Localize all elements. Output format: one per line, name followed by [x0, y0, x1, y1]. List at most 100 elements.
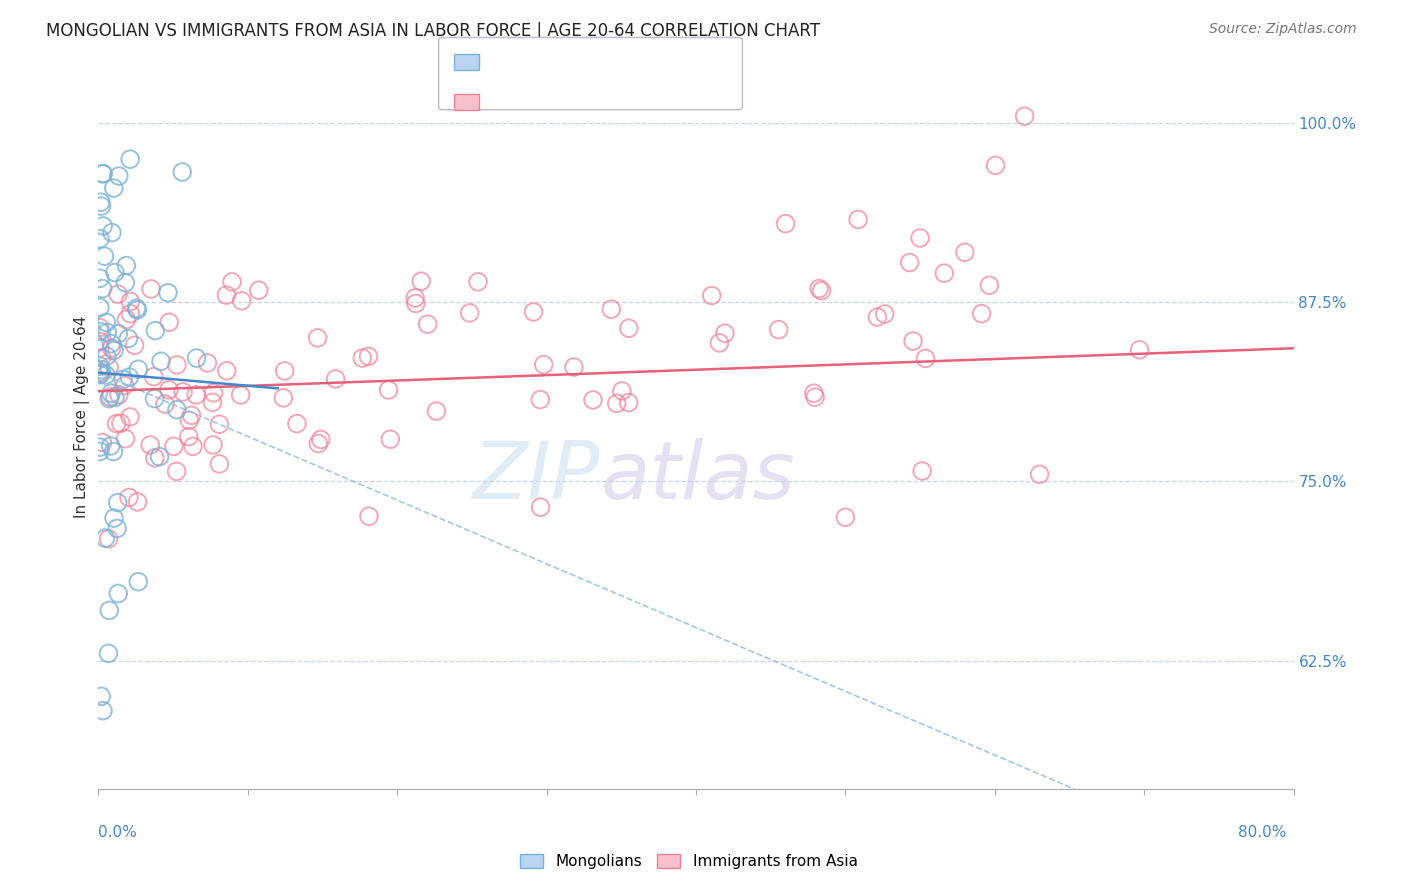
- Point: [98, 603, 121, 617]
- Point: [166, 402, 188, 417]
- Point: [458, 306, 481, 320]
- Point: [143, 450, 166, 465]
- Point: [377, 383, 399, 397]
- Point: [405, 296, 427, 310]
- Point: [803, 386, 825, 401]
- Point: [97, 532, 120, 546]
- Point: [89, 368, 111, 382]
- Point: [307, 436, 329, 450]
- Point: [273, 391, 295, 405]
- Point: [89, 365, 111, 379]
- Point: [89, 301, 111, 315]
- Point: [89, 359, 111, 374]
- Point: [908, 231, 931, 245]
- Point: [846, 212, 869, 227]
- Point: [562, 359, 585, 374]
- Point: [100, 341, 122, 355]
- Point: [914, 351, 936, 366]
- Point: [90, 362, 112, 376]
- Point: [91, 219, 114, 233]
- Point: [866, 310, 889, 324]
- Point: [157, 383, 180, 397]
- Point: [90, 690, 112, 704]
- Point: [202, 385, 225, 400]
- Point: [104, 266, 127, 280]
- Point: [89, 440, 111, 454]
- Point: [166, 464, 188, 478]
- Point: [617, 321, 640, 335]
- Point: [94, 368, 117, 382]
- Point: [110, 416, 132, 430]
- Point: [357, 350, 380, 364]
- Point: [533, 358, 555, 372]
- Point: [467, 275, 489, 289]
- Text: R = -0.087  N =  60: R = -0.087 N = 60: [488, 54, 661, 70]
- Legend: Mongolians, Immigrants from Asia: Mongolians, Immigrants from Asia: [515, 847, 863, 875]
- Point: [120, 409, 142, 424]
- Point: [208, 457, 231, 471]
- Text: MONGOLIAN VS IMMIGRANTS FROM ASIA IN LABOR FORCE | AGE 20-64 CORRELATION CHART: MONGOLIAN VS IMMIGRANTS FROM ASIA IN LAB…: [46, 22, 820, 40]
- Point: [163, 439, 186, 453]
- Point: [352, 351, 374, 365]
- Text: 80.0%: 80.0%: [1239, 825, 1286, 840]
- Point: [96, 315, 118, 329]
- Point: [325, 372, 347, 386]
- Point: [89, 334, 111, 349]
- Point: [404, 291, 426, 305]
- Text: atlas: atlas: [600, 438, 796, 516]
- Point: [953, 245, 976, 260]
- Point: [127, 302, 149, 317]
- Point: [179, 413, 201, 427]
- Point: [111, 372, 134, 386]
- Point: [107, 586, 129, 600]
- Point: [208, 417, 231, 432]
- Point: [91, 167, 114, 181]
- Point: [610, 384, 633, 398]
- Point: [979, 278, 1001, 293]
- Point: [184, 388, 207, 402]
- Point: [901, 334, 924, 348]
- Point: [416, 317, 439, 331]
- Point: [700, 288, 723, 302]
- Point: [115, 312, 138, 326]
- Point: [768, 323, 790, 337]
- Point: [90, 199, 112, 213]
- Point: [307, 331, 329, 345]
- Point: [97, 646, 120, 660]
- Point: [103, 444, 125, 458]
- Point: [107, 287, 129, 301]
- Point: [89, 341, 111, 355]
- Point: [582, 392, 605, 407]
- Point: [103, 511, 125, 525]
- Point: [197, 356, 219, 370]
- Point: [118, 491, 141, 505]
- Point: [90, 367, 112, 381]
- Point: [91, 167, 114, 181]
- Point: [425, 404, 447, 418]
- Point: [411, 274, 433, 288]
- Point: [125, 301, 148, 316]
- Point: [181, 439, 204, 453]
- Point: [522, 305, 544, 319]
- Point: [115, 259, 138, 273]
- Point: [186, 351, 208, 365]
- Point: [127, 574, 149, 589]
- Point: [103, 181, 125, 195]
- Point: [177, 429, 200, 443]
- Point: [600, 302, 623, 317]
- Point: [91, 282, 114, 296]
- Point: [357, 509, 380, 524]
- Point: [91, 704, 114, 718]
- Point: [127, 362, 149, 376]
- Point: [143, 324, 166, 338]
- Point: [108, 388, 131, 402]
- Text: R =  0.186  N = 107: R = 0.186 N = 107: [488, 95, 661, 110]
- Point: [120, 307, 142, 321]
- Point: [221, 275, 243, 289]
- Point: [215, 364, 238, 378]
- Point: [529, 500, 551, 515]
- Point: [150, 354, 173, 368]
- Point: [775, 217, 797, 231]
- Point: [157, 315, 180, 329]
- Point: [166, 358, 188, 372]
